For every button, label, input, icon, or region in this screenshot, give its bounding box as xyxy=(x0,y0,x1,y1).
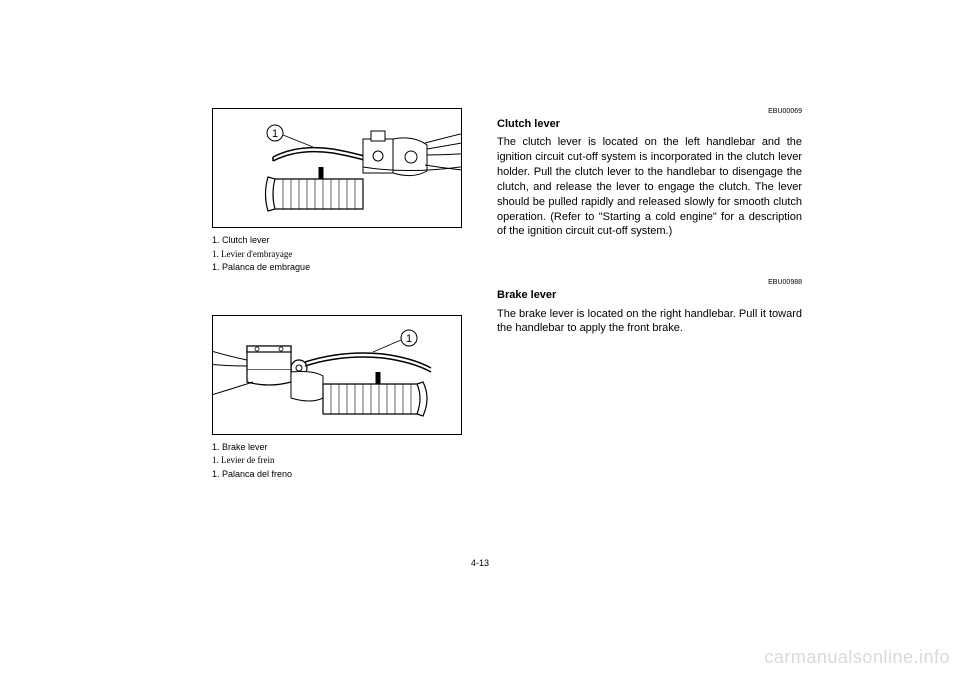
body-clutch-lever: The clutch lever is located on the left … xyxy=(497,135,802,239)
callout-1-label: 1 xyxy=(406,333,412,345)
figure2-captions: 1. Brake lever 1. Levier de frein 1. Pal… xyxy=(212,441,462,482)
figure1-captions: 1. Clutch lever 1. Levier d'embrayage 1.… xyxy=(212,234,462,275)
heading-brake-lever: Brake lever xyxy=(497,288,802,302)
heading-clutch-lever: Clutch lever xyxy=(497,117,802,131)
page-number: 4-13 xyxy=(0,558,960,568)
caption-es: 1. Palanca de embrague xyxy=(212,261,462,275)
caption-fr: 1. Levier d'embrayage xyxy=(212,248,462,262)
left-column: 1 xyxy=(212,108,462,481)
watermark-text: carmanualsonline.info xyxy=(764,647,950,668)
brake-lever-illustration: 1 xyxy=(213,316,462,435)
callout-1-label: 1 xyxy=(272,128,278,140)
clutch-lever-illustration: 1 xyxy=(213,109,462,228)
caption-en: 1. Brake lever xyxy=(212,441,462,455)
docid-2: EBU00988 xyxy=(497,279,802,286)
figure-brake-lever: 1 xyxy=(212,315,462,435)
docid-1: EBU00069 xyxy=(497,108,802,115)
figure-clutch-lever: 1 xyxy=(212,108,462,228)
right-column: EBU00069 Clutch lever The clutch lever i… xyxy=(497,108,802,481)
body-brake-lever: The brake lever is located on the right … xyxy=(497,307,802,337)
caption-en: 1. Clutch lever xyxy=(212,234,462,248)
caption-fr: 1. Levier de frein xyxy=(212,454,462,468)
caption-es: 1. Palanca del freno xyxy=(212,468,462,482)
manual-page: 1 xyxy=(0,0,960,678)
content-columns: 1 xyxy=(212,108,805,481)
